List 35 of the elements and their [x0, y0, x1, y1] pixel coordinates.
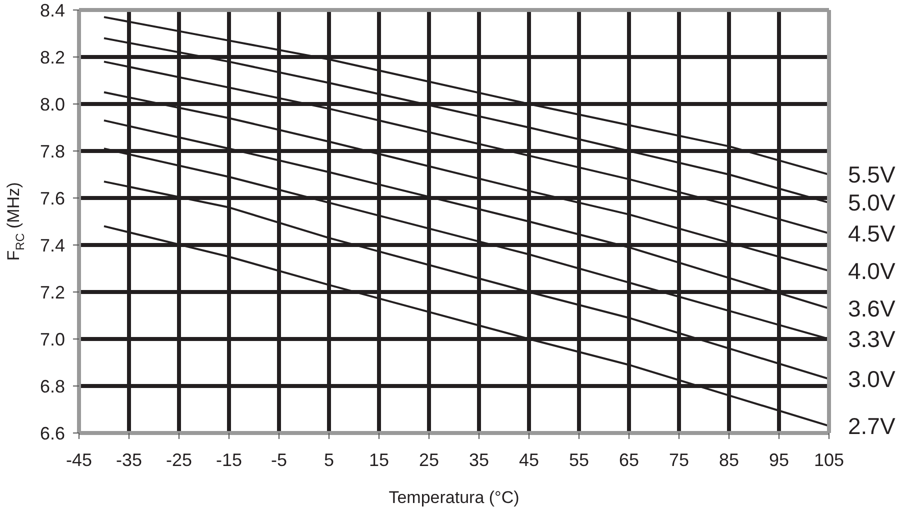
x-tick-label: 45: [518, 450, 540, 470]
x-tick-label: 15: [368, 450, 390, 470]
x-tick-label: -45: [66, 450, 92, 470]
y-tick-label: 6.8: [40, 376, 65, 396]
x-tick-label: 95: [768, 450, 790, 470]
y-tick-label: 8.0: [40, 94, 65, 114]
x-axis-title: Temperatura (°C): [388, 488, 520, 506]
x-tick-label: -5: [270, 450, 288, 470]
x-tick-label: 55: [568, 450, 590, 470]
x-tick-label: -25: [166, 450, 192, 470]
series-label: 3.0V: [848, 366, 896, 392]
x-tick-label: 5: [324, 450, 334, 470]
series-label: 4.5V: [848, 220, 896, 246]
series-label: 3.6V: [848, 295, 896, 322]
y-tick-label: 7.0: [40, 329, 65, 350]
x-tick-label: 105: [814, 450, 844, 470]
series-label: 3.3V: [848, 326, 896, 352]
x-tick-label: -35: [116, 450, 142, 470]
y-tick-label: 7.2: [40, 282, 65, 302]
y-tick-label: 7.6: [40, 188, 65, 208]
y-tick-label: 6.6: [40, 423, 65, 444]
x-tick-label: 25: [418, 450, 440, 470]
x-tick-label: 75: [668, 450, 690, 470]
x-tick-label: 35: [468, 450, 490, 470]
series-label: 5.0V: [848, 190, 896, 216]
x-tick-label: -15: [216, 450, 242, 470]
x-tick-label: 85: [718, 450, 740, 470]
series-label: 2.7V: [848, 412, 896, 439]
series-label: 5.5V: [848, 162, 896, 188]
y-tick-label: 7.4: [40, 235, 65, 256]
x-tick-label: 65: [618, 450, 640, 470]
y-tick-label: 8.2: [40, 47, 65, 68]
series-label: 4.0V: [848, 258, 896, 284]
y-tick-label: 8.4: [40, 0, 65, 20]
y-tick-label: 7.8: [40, 141, 65, 162]
